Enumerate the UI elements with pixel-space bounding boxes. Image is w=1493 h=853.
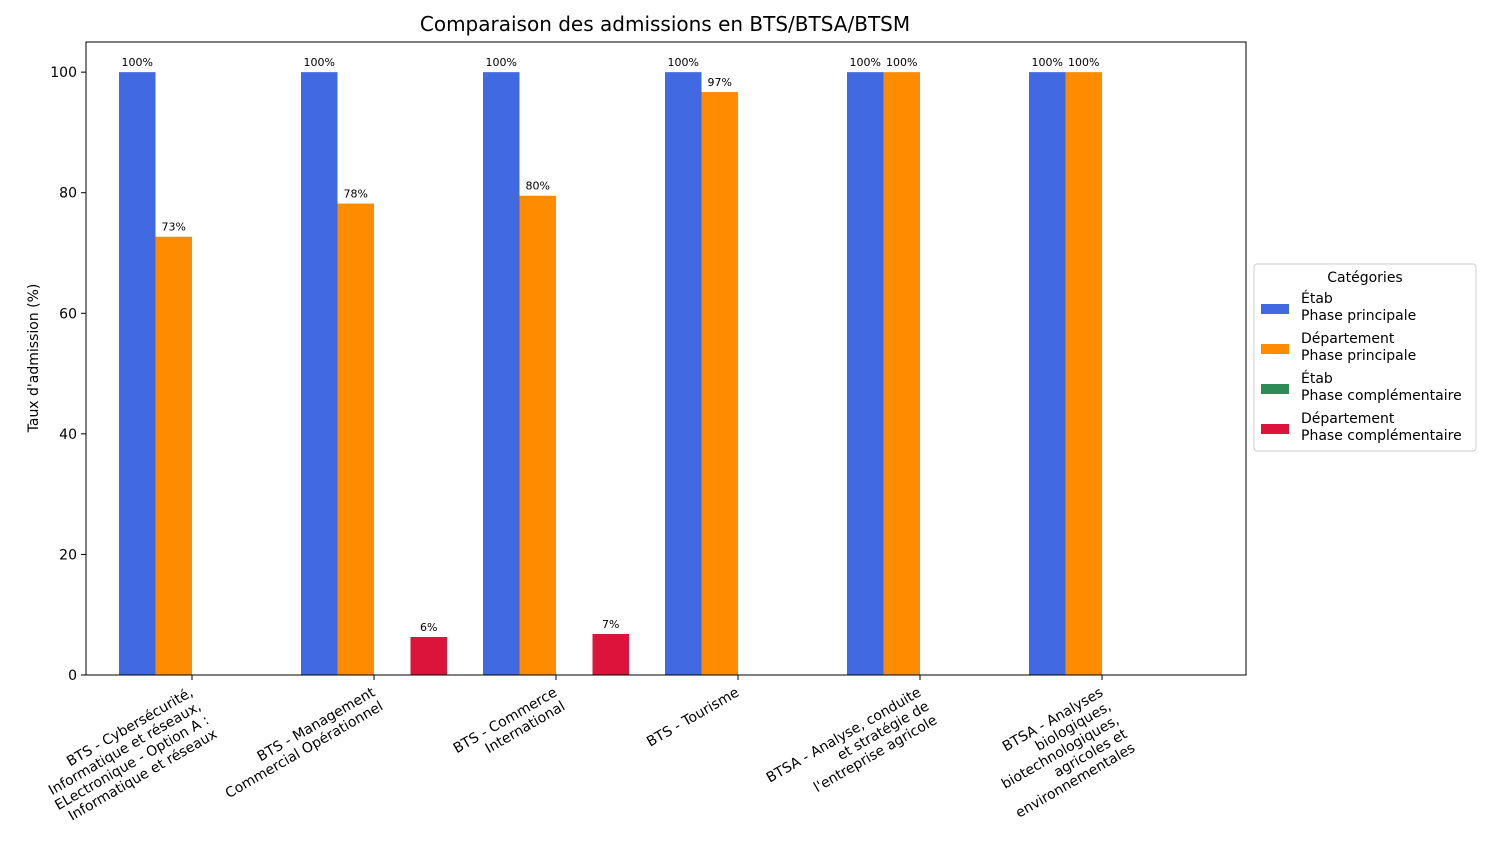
legend-entry-label: Phase complémentaire	[1301, 388, 1462, 404]
legend-swatch	[1261, 424, 1289, 434]
legend-entry-label: Étab	[1301, 370, 1333, 387]
x-tick-label-line: Commercial Opérationnel	[223, 698, 386, 801]
x-tick-label: BTS - Tourisme	[644, 685, 742, 751]
bar	[701, 92, 738, 676]
legend-entry-label: Phase complémentaire	[1301, 428, 1462, 444]
x-axis-ticks: BTS - Cybersécurité,Informatique et rése…	[46, 675, 1138, 825]
bar-labels-group: 100% 73% 100% 78% 6% 100% 80% 7% 100% 97% 100% 100%…	[122, 56, 1100, 634]
legend-swatch	[1261, 304, 1289, 314]
bar-value-label: 100%	[1068, 56, 1099, 69]
bar	[410, 637, 447, 675]
bar	[519, 195, 556, 675]
y-tick-label: 60	[59, 306, 77, 322]
legend-box	[1253, 263, 1477, 452]
bar	[1065, 72, 1102, 675]
bar	[847, 72, 884, 675]
legend-entry-label: Phase principale	[1301, 308, 1416, 324]
legend-swatch	[1261, 384, 1289, 394]
y-tick-label: 40	[59, 427, 77, 443]
bar-value-label: 100%	[122, 56, 153, 69]
legend-entry-label: Phase principale	[1301, 348, 1416, 364]
bar-value-label: 78%	[344, 188, 368, 201]
x-tick-label: BTSA - Analysesbiologiques,biotechnologi…	[999, 685, 1138, 822]
bar-value-label: 97%	[708, 76, 732, 89]
legend-entry-label: Département	[1301, 411, 1395, 427]
y-tick-label: 20	[59, 547, 77, 563]
bar	[337, 203, 374, 675]
legend-title: Catégories	[1327, 270, 1402, 286]
bar	[483, 72, 520, 675]
bar-value-label: 100%	[1032, 56, 1063, 69]
bar-value-label: 7%	[602, 618, 619, 631]
y-tick-label: 100	[50, 65, 77, 81]
bar-value-label: 80%	[526, 180, 550, 193]
y-tick-label: 0	[68, 668, 77, 684]
bar-value-label: 73%	[162, 221, 186, 234]
bar-value-label: 100%	[304, 56, 335, 69]
bar-value-label: 100%	[886, 56, 917, 69]
legend-entry-label: Département	[1301, 331, 1395, 347]
bar	[592, 634, 629, 675]
bar	[119, 72, 156, 675]
bar-value-label: 100%	[668, 56, 699, 69]
x-tick-label-line: BTS - Tourisme	[644, 685, 742, 751]
bar-value-label: 100%	[850, 56, 881, 69]
y-axis-ticks: 0 20 40 60 80 100	[50, 65, 86, 684]
bars-group	[119, 72, 1102, 676]
legend-entry-label: Étab	[1301, 290, 1333, 307]
bar	[155, 236, 192, 676]
bar	[1029, 72, 1066, 675]
chart-title: Comparaison des admissions en BTS/BTSA/B…	[420, 12, 910, 36]
bar	[883, 72, 920, 675]
bar-value-label: 6%	[420, 621, 437, 634]
legend-swatch	[1261, 344, 1289, 354]
x-tick-label: BTS - Cybersécurité,Informatique et rése…	[46, 685, 220, 825]
bar	[301, 72, 338, 675]
y-axis-label: Taux d'admission (%)	[26, 284, 42, 434]
plot-area-frame	[85, 41, 1247, 676]
bar	[665, 72, 702, 675]
y-tick-label: 80	[59, 186, 77, 202]
bar-value-label: 100%	[486, 56, 517, 69]
